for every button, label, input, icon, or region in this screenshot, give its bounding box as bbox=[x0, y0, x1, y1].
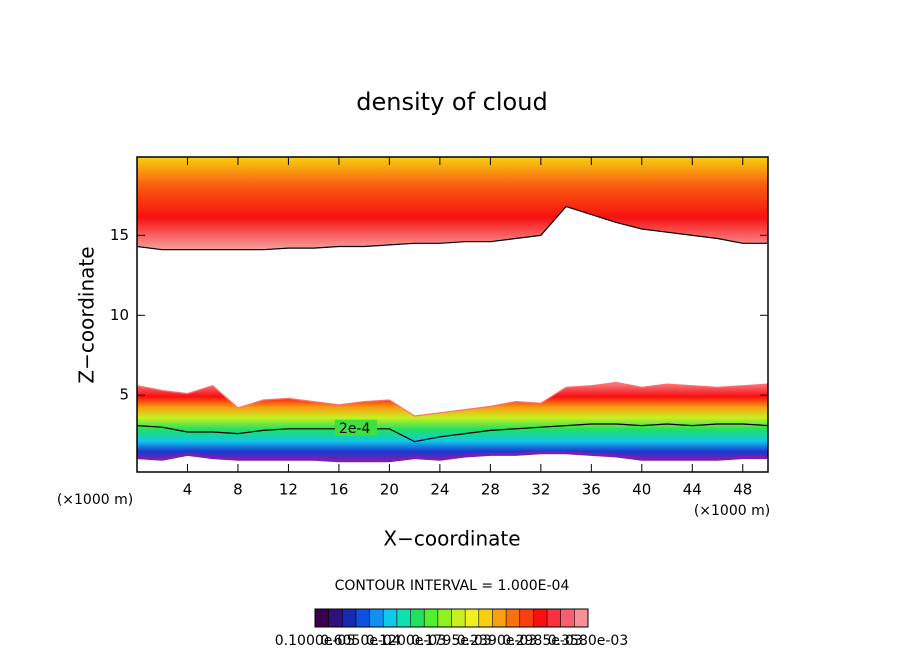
colorbar-swatch bbox=[506, 609, 521, 627]
colorbar-frame bbox=[314, 608, 589, 628]
x-tick-label: 32 bbox=[531, 481, 550, 499]
colorbar-label: 0.1200e-03 bbox=[366, 633, 446, 649]
colorbar-swatch bbox=[342, 609, 357, 627]
colorbar-swatch bbox=[519, 609, 534, 627]
y-axis-title: Z−coordinate bbox=[75, 246, 99, 383]
contour-line bbox=[136, 423, 769, 443]
colorbar-label: 0.1795e-03 bbox=[411, 633, 491, 649]
x-tick-label: 20 bbox=[380, 481, 399, 499]
x-tick-label: 4 bbox=[183, 481, 193, 499]
chart-title: density of cloud bbox=[356, 88, 547, 116]
colorbar-swatch bbox=[451, 609, 466, 627]
colorbar-swatch bbox=[478, 609, 493, 627]
x-axis-title: X−coordinate bbox=[383, 527, 520, 551]
x-tick-label: 36 bbox=[582, 481, 601, 499]
x-tick-label: 40 bbox=[632, 481, 651, 499]
colorbar-swatch bbox=[424, 609, 439, 627]
colorbar-swatch bbox=[560, 609, 575, 627]
colorbar-swatch bbox=[355, 609, 371, 627]
label-bg bbox=[334, 419, 377, 436]
colorbar-swatch bbox=[547, 609, 562, 627]
colorbar-swatch bbox=[328, 609, 343, 627]
colorbar-swatch bbox=[574, 609, 589, 627]
colorbar-label: 0.1000e-05 bbox=[275, 633, 355, 649]
colorbar-swatch bbox=[383, 609, 398, 627]
x-unit: (×1000 m) bbox=[57, 492, 133, 508]
colorbar-swatch bbox=[410, 609, 425, 627]
x-tick-label: 12 bbox=[279, 481, 298, 499]
plot-frame bbox=[136, 156, 769, 473]
colorbar-swatch bbox=[492, 609, 507, 627]
contour-line bbox=[136, 205, 768, 251]
colorbar-swatch bbox=[396, 609, 412, 627]
colorbar-label: 0.2985e-03 bbox=[502, 633, 582, 649]
x-tick-label: 48 bbox=[733, 481, 752, 499]
contour-line bbox=[136, 451, 768, 463]
colorbar-swatch bbox=[533, 609, 548, 627]
y-tick-label: 10 bbox=[110, 306, 129, 324]
x-tick-label: 44 bbox=[683, 481, 702, 499]
x-tick-label: 16 bbox=[329, 481, 348, 499]
colorbar-label: 0.2390e-03 bbox=[457, 633, 537, 649]
colorbar-swatch bbox=[315, 609, 330, 627]
colorbar-swatch bbox=[369, 609, 384, 627]
y-tick-label: 5 bbox=[119, 386, 129, 404]
colorbar-label: 0.3580e-03 bbox=[548, 633, 628, 649]
x-tick-label: 28 bbox=[481, 481, 500, 499]
y-tick-label: 15 bbox=[110, 226, 129, 244]
contour-label: 2e-4 bbox=[339, 421, 371, 437]
colorbar-label: 0.6050e-04 bbox=[320, 633, 401, 649]
cloud-fill bbox=[137, 382, 768, 461]
x-tick-label: 24 bbox=[430, 481, 449, 499]
colorbar-swatch bbox=[437, 609, 452, 627]
contour-line bbox=[136, 381, 769, 417]
contour-interval: CONTOUR INTERVAL = 1.000E-04 bbox=[335, 578, 570, 594]
colorbar-swatch bbox=[465, 609, 480, 627]
cloud-fill bbox=[137, 157, 768, 250]
x-unit: (×1000 m) bbox=[694, 503, 770, 519]
x-tick-label: 8 bbox=[233, 481, 243, 499]
